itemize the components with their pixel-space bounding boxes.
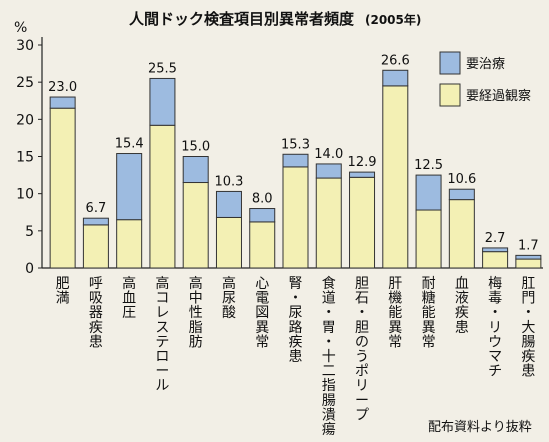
x-category-label: 耐糖能異常 [422, 276, 436, 350]
bar-segment-treatment [215, 190, 242, 218]
bar-segment-observation [315, 177, 342, 269]
bar-segment-observation [49, 107, 76, 269]
bar-segment-observation [182, 182, 209, 269]
bar-segment-observation [249, 221, 276, 269]
y-tick-label: 10 [16, 187, 34, 203]
bar-segment-treatment [482, 247, 509, 253]
bar-segment-observation [149, 124, 176, 269]
source-note: 配布資料より抜粋 [428, 419, 532, 435]
bar-total-label: 10.6 [447, 172, 476, 187]
legend-label: 要経過観察 [466, 89, 531, 104]
y-tick-label: 20 [16, 112, 34, 128]
legend-swatch [439, 51, 461, 75]
bar-total-label: 12.5 [414, 158, 443, 173]
y-axis-unit: % [14, 20, 27, 36]
bar-total-label: 23.0 [48, 80, 77, 95]
bar-segment-treatment [116, 153, 143, 221]
chart-subtitle: (2005年) [365, 12, 421, 27]
bar-total-label: 26.6 [381, 53, 410, 68]
bar-total-label: 15.4 [115, 137, 144, 152]
bar-total-label: 1.7 [518, 238, 539, 253]
bar-total-label: 10.3 [214, 174, 243, 189]
bars: 23.0 肥満 6.7 呼吸器疾患 15.4 高血圧 25.5 高コレステロール 15.0 高中性… [48, 53, 542, 438]
bar-segment-observation [415, 209, 442, 269]
x-category-label: 肛門・大腸疾患 [521, 276, 535, 380]
x-category-label: 胆石・胆のうポリープ [355, 276, 369, 423]
x-category-label: 高中性脂肪 [189, 275, 203, 350]
y-tick-label: 25 [16, 75, 34, 91]
bar-total-label: 14.0 [314, 147, 343, 162]
bar-segment-observation [282, 166, 309, 269]
bar-segment-treatment [448, 188, 475, 201]
bar-segment-observation [215, 216, 242, 269]
x-category-label: 食道・胃・十二指腸潰瘍 [322, 275, 336, 438]
x-category-label: 心電図異常 [255, 276, 269, 350]
bar-segment-treatment [349, 171, 376, 178]
bar-segment-observation [116, 219, 143, 269]
bar-total-label: 12.9 [348, 155, 377, 170]
x-category-label: 呼吸器疾患 [89, 276, 103, 350]
bar-segment-observation [349, 176, 376, 269]
bar-segment-observation [382, 85, 409, 269]
bar-segment-observation [515, 258, 542, 269]
x-category-label: 梅毒・リウマチ [488, 276, 502, 380]
x-category-label: 高血圧 [122, 275, 136, 321]
bar-segment-observation [448, 199, 475, 269]
bar-segment-treatment [149, 77, 176, 126]
legend-swatch [439, 83, 461, 107]
bar-segment-treatment [82, 217, 109, 226]
x-category-label: 高コレステロール [155, 275, 169, 394]
bar-total-label: 2.7 [485, 231, 506, 246]
bar-segment-treatment [315, 163, 342, 179]
x-category-label: 血液疾患 [455, 276, 469, 336]
bar-segment-observation [482, 251, 509, 269]
chart-title: 人間ドック検査項目別異常者頻度 [129, 10, 355, 28]
y-tick-label: 5 [25, 224, 34, 240]
x-category-label: 肥満 [56, 276, 70, 307]
x-category-label: 腎・尿路疾患 [289, 276, 303, 365]
x-category-label: 肝機能異常 [388, 276, 402, 350]
bar-total-label: 6.7 [86, 201, 107, 216]
bar-segment-treatment [282, 153, 309, 168]
legend-label: 要治療 [466, 57, 505, 72]
bar-total-label: 15.0 [181, 140, 210, 155]
bar-segment-treatment [49, 96, 76, 109]
bar-total-label: 8.0 [252, 192, 273, 207]
bar-segment-observation [82, 224, 109, 269]
bar-segment-treatment [515, 254, 542, 260]
y-tick-label: 0 [25, 261, 34, 277]
bar-total-label: 25.5 [148, 61, 177, 76]
bar-total-label: 15.3 [281, 137, 310, 152]
bar-segment-treatment [382, 69, 409, 87]
y-tick-label: 30 [16, 38, 34, 54]
bar-segment-treatment [249, 208, 276, 223]
x-category-label: 高尿酸 [222, 275, 236, 321]
y-tick-label: 15 [16, 150, 34, 166]
bar-segment-treatment [182, 156, 209, 184]
bar-segment-treatment [415, 174, 442, 211]
